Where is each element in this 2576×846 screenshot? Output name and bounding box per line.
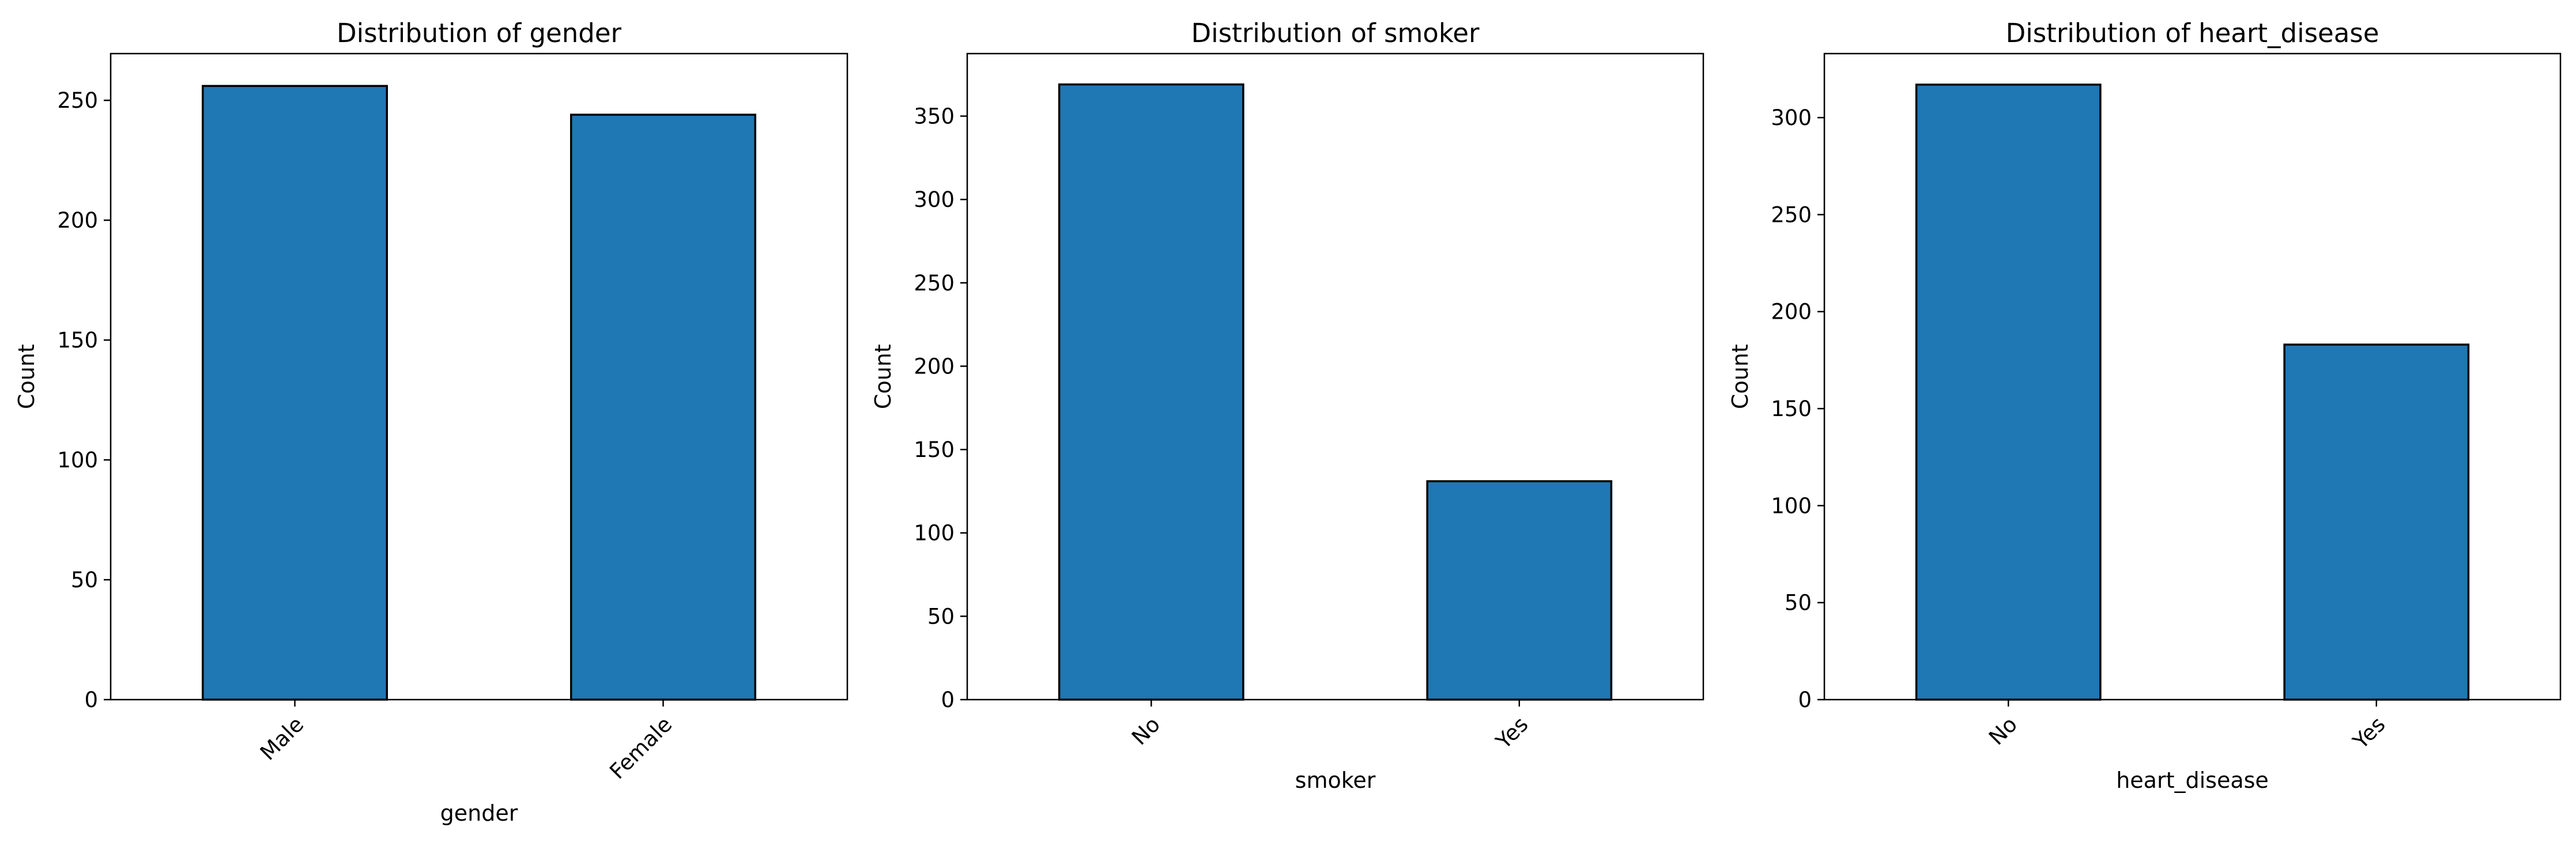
- x-axis-label: gender: [440, 800, 518, 826]
- y-tick-label: 150: [1771, 396, 1812, 421]
- y-tick-label: 250: [1771, 202, 1812, 227]
- y-axis-label: Count: [870, 344, 896, 409]
- plot-area-frame: [1823, 52, 2562, 701]
- y-tick-label: 150: [57, 328, 98, 353]
- plot-area-frame: [110, 52, 848, 701]
- x-tick-label-yes: Yes: [2348, 712, 2390, 754]
- y-tick-label: 0: [1798, 688, 1812, 712]
- chart-panel-2: Distribution of smoker 0 50 100 150 200 250 300…: [870, 18, 1704, 793]
- bar-no: [1058, 83, 1244, 701]
- chart-panel-3: Distribution of heart_disease 0 50 100 150 20…: [1728, 18, 2562, 793]
- y-tick-label: 100: [914, 521, 955, 546]
- chart-title: Distribution of gender: [337, 18, 622, 48]
- y-tick-label: 150: [914, 437, 955, 462]
- y-tick-label: 0: [941, 688, 955, 712]
- y-tick-label: 50: [71, 568, 98, 592]
- x-tick-label-male: Male: [255, 712, 308, 765]
- plot-area-frame: [966, 52, 1704, 701]
- x-tick-label-yes: Yes: [1491, 712, 1533, 754]
- y-tick-label: 0: [84, 688, 98, 712]
- x-axis-label: heart_disease: [2116, 768, 2269, 793]
- y-tick-label: 200: [914, 354, 955, 379]
- bar-yes: [2283, 343, 2470, 701]
- y-tick-label: 100: [1771, 493, 1812, 518]
- y-tick-label: 300: [1771, 105, 1812, 130]
- x-tick-label-female: Female: [605, 712, 677, 784]
- y-axis-label: Count: [1728, 344, 1753, 409]
- bar-male: [202, 85, 388, 701]
- x-tick-label-no: No: [1984, 712, 2022, 750]
- y-axis-label: Count: [14, 344, 39, 409]
- y-tick-label: 200: [1771, 300, 1812, 324]
- chart-title: Distribution of smoker: [1191, 18, 1480, 48]
- y-tick-label: 200: [57, 208, 98, 233]
- y-tick-label: 50: [1785, 591, 1812, 615]
- y-tick-label: 100: [57, 448, 98, 473]
- y-tick-label: 250: [914, 271, 955, 296]
- chart-title: Distribution of heart_disease: [2006, 18, 2379, 48]
- y-tick-label: 250: [57, 88, 98, 113]
- bar-female: [570, 114, 756, 701]
- x-tick-label-no: No: [1127, 712, 1165, 750]
- y-tick-label: 350: [914, 104, 955, 129]
- chart-panel-1: Distribution of gender 0 50 100 150 200 250 Mal…: [14, 18, 848, 826]
- bar-yes: [1426, 480, 1613, 701]
- x-axis-label: smoker: [1295, 768, 1376, 793]
- y-tick-label: 50: [927, 604, 955, 629]
- y-tick-label: 300: [914, 187, 955, 212]
- bar-no: [1915, 84, 2102, 701]
